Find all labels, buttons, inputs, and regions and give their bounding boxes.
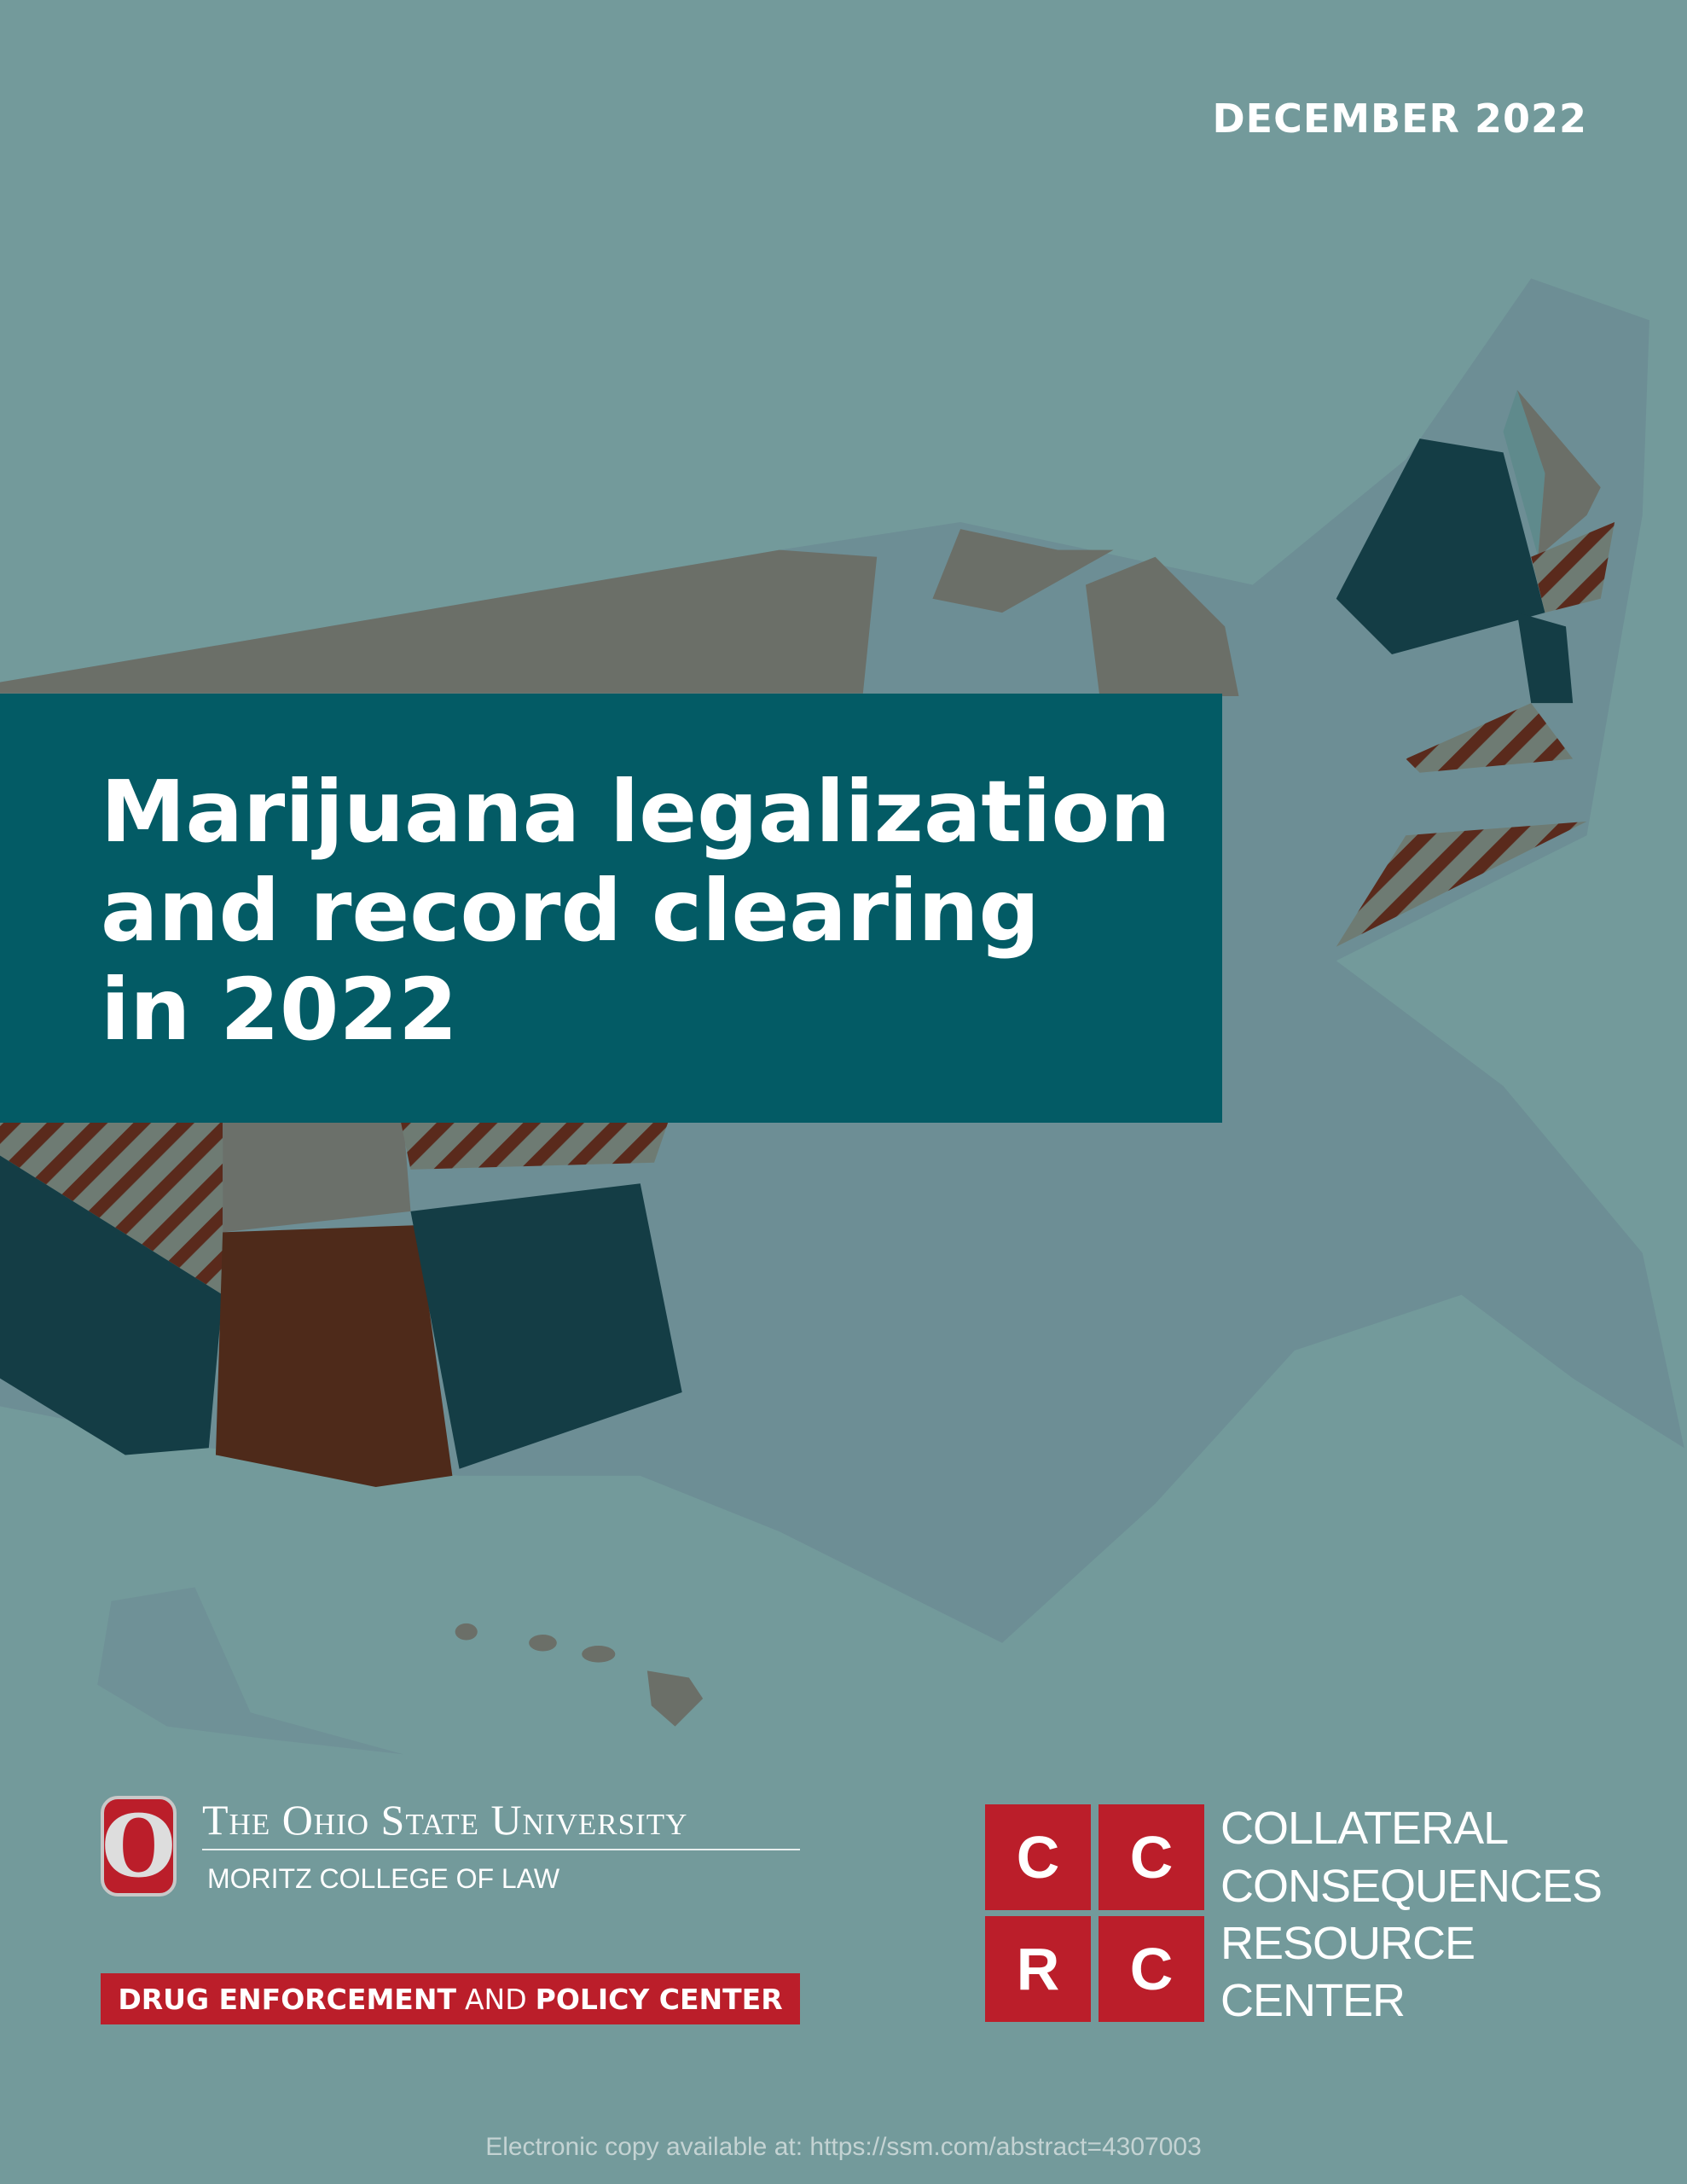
- ccrc-square: C: [1099, 1916, 1204, 2022]
- title-line: Marijuana legalization: [101, 762, 1171, 862]
- banner-text: POLICY CENTER: [535, 1982, 783, 2016]
- ccrc-name: COLLATERAL: [1220, 1803, 1509, 1854]
- title-box: [0, 694, 1222, 1123]
- osu-name: The Ohio State University: [202, 1796, 688, 1844]
- ccrc-square: C: [985, 1804, 1091, 1910]
- ccrc-square: R: [985, 1916, 1091, 2022]
- ccrc-name: CONSEQUENCES: [1220, 1861, 1603, 1912]
- ccrc-square: C: [1099, 1804, 1204, 1910]
- osu-logo-mark: O: [101, 1796, 177, 1896]
- ccrc-name: CENTER: [1220, 1975, 1406, 2026]
- ccrc-name: RESOURCE: [1220, 1918, 1475, 1969]
- banner-text: DRUG ENFORCEMENT: [118, 1982, 456, 2016]
- osu-rule: [202, 1849, 800, 1850]
- center-banner: DRUG ENFORCEMENT AND POLICY CENTER: [101, 1973, 800, 2024]
- title-line: and record clearing: [101, 861, 1041, 961]
- date: DECEMBER 2022: [1212, 96, 1587, 142]
- footer-note: Electronic copy available at: https://ss…: [485, 2133, 1202, 2161]
- banner-text: AND: [464, 1982, 527, 2016]
- osu-college: MORITZ COLLEGE OF LAW: [207, 1863, 560, 1894]
- title-line: in 2022: [101, 960, 458, 1060]
